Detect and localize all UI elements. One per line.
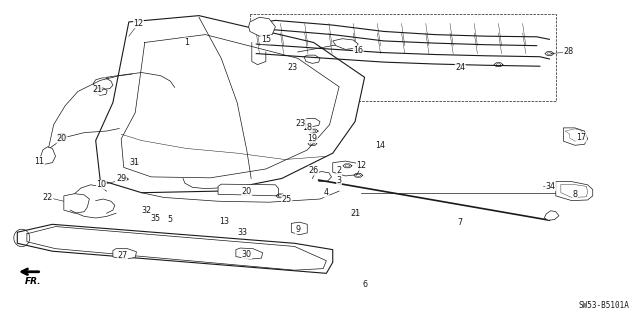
Text: 35: 35 xyxy=(150,213,161,222)
Text: 18: 18 xyxy=(302,123,312,132)
Text: 12: 12 xyxy=(356,161,367,170)
Polygon shape xyxy=(556,182,593,201)
Text: 17: 17 xyxy=(576,133,586,142)
Text: 23: 23 xyxy=(296,119,306,128)
Text: 10: 10 xyxy=(97,180,106,189)
Text: 24: 24 xyxy=(455,63,465,72)
Text: 2: 2 xyxy=(337,166,342,175)
Polygon shape xyxy=(544,211,559,220)
Text: 1: 1 xyxy=(184,38,189,47)
Text: 16: 16 xyxy=(353,46,364,55)
Polygon shape xyxy=(250,14,556,101)
Polygon shape xyxy=(40,147,56,164)
Polygon shape xyxy=(248,17,275,36)
Text: 20: 20 xyxy=(57,134,67,144)
Polygon shape xyxy=(96,16,365,193)
Text: 12: 12 xyxy=(133,19,143,28)
Text: 34: 34 xyxy=(546,182,556,191)
Text: 19: 19 xyxy=(307,134,317,143)
Text: 33: 33 xyxy=(237,228,247,237)
Text: 14: 14 xyxy=(376,141,385,150)
Text: 28: 28 xyxy=(563,48,573,56)
Text: 13: 13 xyxy=(220,217,229,226)
Text: 31: 31 xyxy=(129,158,139,167)
Text: 5: 5 xyxy=(168,215,173,224)
Polygon shape xyxy=(333,161,360,176)
Polygon shape xyxy=(291,222,307,235)
Text: 4: 4 xyxy=(324,188,329,197)
Polygon shape xyxy=(563,128,588,145)
Polygon shape xyxy=(236,248,262,259)
Text: 29: 29 xyxy=(116,174,126,183)
Text: FR.: FR. xyxy=(25,278,42,286)
Text: SW53-B5101A: SW53-B5101A xyxy=(578,301,629,310)
Text: 22: 22 xyxy=(43,193,53,202)
Text: 6: 6 xyxy=(362,280,367,289)
Polygon shape xyxy=(113,249,136,259)
Text: 15: 15 xyxy=(260,35,271,44)
Polygon shape xyxy=(333,39,358,49)
Polygon shape xyxy=(218,184,278,196)
Text: 9: 9 xyxy=(295,225,300,234)
Text: 30: 30 xyxy=(242,250,252,259)
Polygon shape xyxy=(64,194,90,213)
Text: 23: 23 xyxy=(287,63,297,72)
Text: 7: 7 xyxy=(458,218,463,227)
Text: 25: 25 xyxy=(282,195,292,204)
Text: 21: 21 xyxy=(350,209,360,218)
Text: 3: 3 xyxy=(337,175,342,185)
Polygon shape xyxy=(17,224,333,273)
Text: 8: 8 xyxy=(572,190,577,199)
Text: 11: 11 xyxy=(35,157,45,166)
Text: 27: 27 xyxy=(117,251,127,260)
Text: 26: 26 xyxy=(308,166,319,175)
Text: 20: 20 xyxy=(242,187,252,196)
Text: 21: 21 xyxy=(92,85,102,94)
Text: 32: 32 xyxy=(141,206,152,215)
